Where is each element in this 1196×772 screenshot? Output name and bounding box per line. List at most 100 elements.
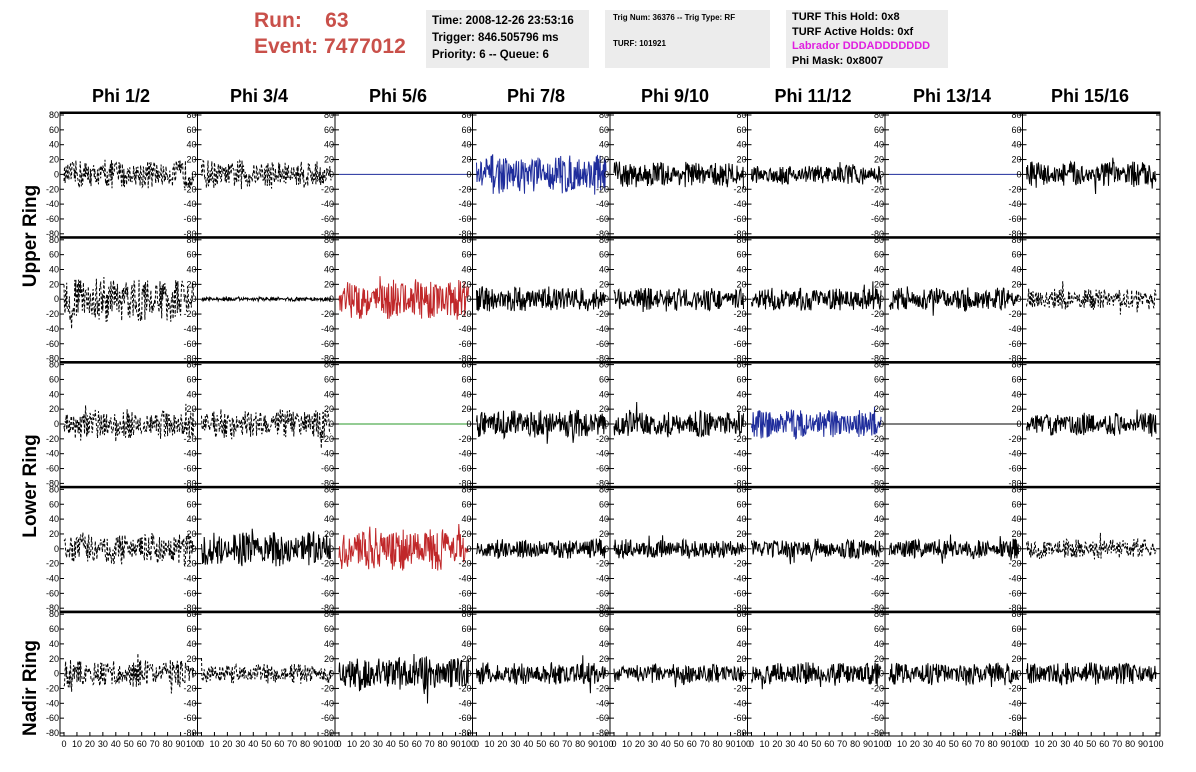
waveform-trace-3-5	[751, 538, 882, 565]
x-tick-label-2-8: 80	[438, 739, 448, 749]
x-tick-label-1-8: 80	[300, 739, 310, 749]
y-tick-label-0-4-2: -40	[596, 199, 609, 209]
y-tick-label-3-0-5: 20	[49, 529, 59, 539]
y-tick-label-0-3-3: -20	[458, 184, 471, 194]
y-tick-label-1-5-4: 0	[741, 294, 746, 304]
x-tick-label-4-5: 50	[674, 739, 684, 749]
y-tick-label-3-7-5: 20	[1011, 529, 1021, 539]
y-tick-label-1-2-7: 60	[324, 250, 334, 260]
x-tick-label-3-3: 30	[510, 739, 520, 749]
y-tick-label-3-2-7: 60	[324, 499, 334, 509]
y-tick-label-0-4-7: 60	[599, 125, 609, 135]
waveform-trace-3-4	[613, 535, 744, 560]
y-tick-label-1-1-4: 0	[191, 294, 196, 304]
y-tick-label-0-2-5: 20	[324, 155, 334, 165]
x-tick-label-3-5: 50	[536, 739, 546, 749]
x-tick-label-7-2: 20	[1047, 739, 1057, 749]
y-tick-label-1-4-4: 0	[604, 294, 609, 304]
y-tick-label-4-0-0: -80	[46, 728, 59, 738]
y-tick-label-0-6-3: -20	[871, 184, 884, 194]
y-tick-label-2-4-2: -40	[596, 449, 609, 459]
x-tick-label-5-4: 40	[798, 739, 808, 749]
y-tick-label-0-6-1: -60	[871, 214, 884, 224]
y-tick-label-4-2-0: -80	[321, 728, 334, 738]
x-tick-label-5-5: 50	[811, 739, 821, 749]
waveform-trace-0-5	[751, 162, 882, 185]
waveform-trace-3-2	[338, 523, 469, 571]
x-tick-label-0-3: 30	[98, 739, 108, 749]
y-tick-label-4-6-1: -60	[871, 713, 884, 723]
x-tick-label-6-7: 70	[975, 739, 985, 749]
y-tick-label-0-7-6: 40	[1011, 140, 1021, 150]
y-tick-label-3-5-6: 40	[736, 514, 746, 524]
y-tick-label-3-5-5: 20	[736, 529, 746, 539]
waveform-trace-1-0	[63, 276, 194, 329]
y-tick-label-3-6-4: 0	[879, 544, 884, 554]
y-tick-label-1-7-3: -20	[1008, 309, 1021, 319]
y-tick-label-3-1-5: 20	[186, 529, 196, 539]
x-tick-label-4-1: 10	[622, 739, 632, 749]
y-tick-label-1-2-6: 40	[324, 265, 334, 275]
y-tick-label-4-2-4: 0	[329, 669, 334, 679]
y-tick-label-1-5-6: 40	[736, 265, 746, 275]
y-tick-label-4-6-7: 60	[874, 624, 884, 634]
y-tick-label-0-4-8: 80	[599, 110, 609, 120]
waveform-trace-2-1	[201, 409, 332, 449]
y-tick-label-2-2-0: -80	[321, 478, 334, 488]
x-tick-label-4-10: 100	[736, 739, 751, 749]
y-tick-label-2-5-7: 60	[736, 374, 746, 384]
y-tick-label-4-1-1: -60	[183, 713, 196, 723]
x-tick-label-2-5: 50	[399, 739, 409, 749]
waveform-trace-0-3	[476, 154, 607, 195]
y-tick-label-0-6-5: 20	[874, 155, 884, 165]
y-tick-label-3-2-6: 40	[324, 514, 334, 524]
x-tick-label-0-2: 20	[85, 739, 95, 749]
x-tick-label-7-4: 40	[1073, 739, 1083, 749]
y-tick-label-4-0-4: 0	[54, 669, 59, 679]
x-tick-label-2-3: 30	[373, 739, 383, 749]
waveform-trace-1-1	[201, 295, 332, 303]
y-tick-label-0-7-4: 0	[1016, 169, 1021, 179]
y-tick-label-3-3-0: -80	[458, 603, 471, 613]
y-tick-label-3-1-2: -40	[183, 574, 196, 584]
y-tick-label-0-2-2: -40	[321, 199, 334, 209]
y-tick-label-3-5-8: 80	[736, 484, 746, 494]
x-tick-label-6-3: 30	[923, 739, 933, 749]
event-value: 7477012	[324, 35, 406, 58]
y-tick-label-1-2-8: 80	[324, 235, 334, 245]
y-tick-label-2-1-6: 40	[186, 389, 196, 399]
y-tick-label-1-4-5: 20	[599, 279, 609, 289]
y-tick-label-4-0-2: -40	[46, 698, 59, 708]
waveform-trace-2-0	[63, 403, 194, 442]
y-tick-label-0-1-3: -20	[183, 184, 196, 194]
x-tick-label-7-5: 50	[1086, 739, 1096, 749]
waveform-trace-4-3	[476, 655, 607, 694]
y-tick-label-0-0-6: 40	[49, 140, 59, 150]
x-tick-label-2-2: 20	[360, 739, 370, 749]
y-tick-label-1-4-2: -40	[596, 324, 609, 334]
y-tick-label-2-7-4: 0	[1016, 419, 1021, 429]
x-tick-label-4-7: 70	[700, 739, 710, 749]
y-tick-label-1-7-5: 20	[1011, 279, 1021, 289]
y-tick-label-0-3-8: 80	[461, 110, 471, 120]
y-tick-label-2-2-3: -20	[321, 434, 334, 444]
y-tick-label-3-2-3: -20	[321, 559, 334, 569]
y-tick-label-0-2-0: -80	[321, 229, 334, 239]
waveform-trace-1-2	[338, 276, 469, 320]
y-tick-label-0-2-7: 60	[324, 125, 334, 135]
y-tick-label-0-1-7: 60	[186, 125, 196, 135]
phi-label-1-2: Phi 1/2	[91, 86, 151, 106]
y-tick-label-3-6-3: -20	[871, 559, 884, 569]
y-tick-label-3-7-6: 40	[1011, 514, 1021, 524]
y-tick-label-3-5-7: 60	[736, 499, 746, 509]
y-tick-label-1-5-3: -20	[733, 309, 746, 319]
y-tick-label-3-5-1: -60	[733, 588, 746, 598]
waveform-trace-1-5	[751, 281, 882, 311]
y-tick-label-3-5-3: -20	[733, 559, 746, 569]
y-tick-label-1-4-7: 60	[599, 250, 609, 260]
y-tick-label-4-7-7: 60	[1011, 624, 1021, 634]
y-tick-label-3-1-6: 40	[186, 514, 196, 524]
y-tick-label-1-6-4: 0	[879, 294, 884, 304]
y-tick-label-4-6-4: 0	[879, 669, 884, 679]
y-tick-label-0-5-2: -40	[733, 199, 746, 209]
